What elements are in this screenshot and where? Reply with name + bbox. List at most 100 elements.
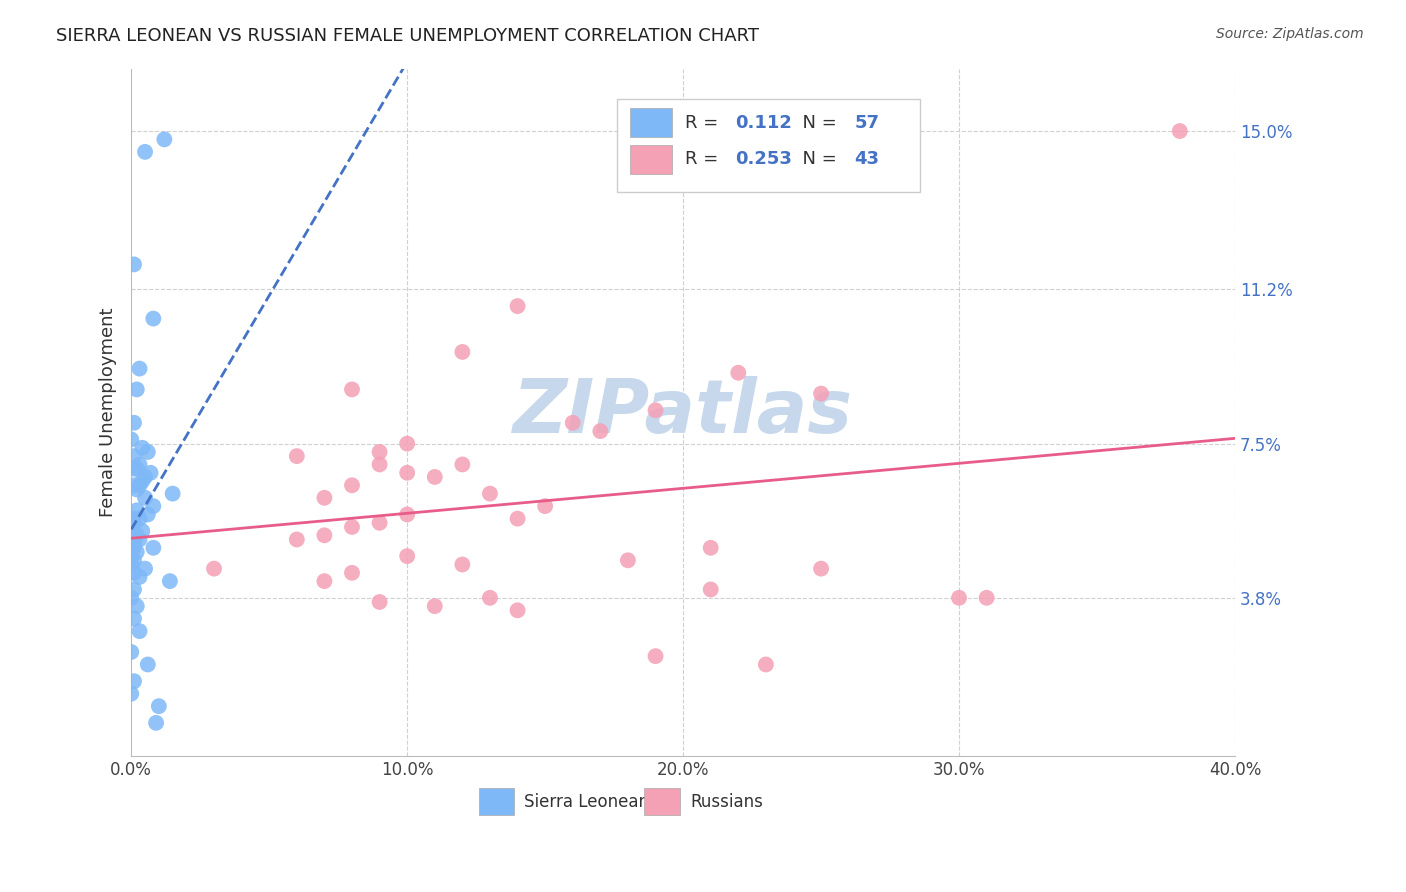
Point (589, 424, 612, 438)
Point (145, 715, 167, 730)
Point (478, 486, 501, 500)
Point (340, 566, 363, 580)
Point (727, 366, 749, 380)
Point (128, 511, 150, 525)
Point (122, 541, 145, 555)
Point (125, 545, 148, 559)
Point (122, 674, 145, 689)
Point (148, 699, 170, 714)
Y-axis label: Female Unemployment: Female Unemployment (100, 308, 117, 517)
Point (396, 508, 419, 522)
Point (122, 553, 145, 567)
Point (136, 657, 159, 672)
Point (368, 445, 391, 459)
Point (153, 132, 176, 146)
Point (120, 520, 142, 534)
Point (120, 433, 142, 447)
Point (125, 599, 148, 614)
Point (125, 503, 148, 517)
Point (478, 591, 501, 605)
Point (134, 470, 156, 484)
Point (131, 524, 153, 538)
Text: R =: R = (685, 114, 730, 132)
Point (314, 491, 336, 505)
Point (534, 499, 557, 513)
Point (644, 649, 666, 664)
Point (139, 466, 162, 480)
Point (314, 528, 336, 542)
Point (699, 541, 721, 555)
Point (134, 491, 156, 505)
FancyBboxPatch shape (617, 100, 921, 193)
Text: 0.112: 0.112 (735, 114, 792, 132)
Point (128, 458, 150, 472)
Point (142, 541, 165, 555)
Point (699, 582, 721, 597)
Text: 43: 43 (855, 150, 879, 169)
Point (948, 591, 970, 605)
Point (125, 483, 148, 497)
Point (128, 624, 150, 639)
FancyBboxPatch shape (644, 789, 679, 814)
Point (125, 383, 148, 397)
Point (285, 533, 308, 547)
Point (134, 145, 156, 159)
Point (340, 478, 363, 492)
Point (451, 345, 474, 359)
Point (131, 441, 153, 455)
Point (122, 511, 145, 525)
Text: N =: N = (792, 150, 842, 169)
Point (340, 520, 363, 534)
Point (810, 386, 832, 401)
Point (285, 449, 308, 463)
Point (561, 416, 583, 430)
Point (120, 516, 142, 530)
Point (340, 383, 363, 397)
Point (122, 566, 145, 580)
Point (120, 645, 142, 659)
Point (120, 541, 142, 555)
Point (1168, 124, 1191, 138)
Point (142, 499, 165, 513)
Point (120, 516, 142, 530)
Point (202, 561, 225, 575)
Text: Russians: Russians (690, 793, 763, 811)
Point (122, 257, 145, 271)
Text: 0.253: 0.253 (735, 150, 792, 169)
Point (506, 511, 529, 525)
Point (423, 470, 446, 484)
Point (368, 458, 391, 472)
Point (142, 311, 165, 326)
Point (134, 561, 156, 575)
Point (120, 549, 142, 563)
Point (159, 574, 181, 589)
Point (423, 599, 446, 614)
Point (128, 478, 150, 492)
Point (396, 549, 419, 563)
FancyBboxPatch shape (479, 789, 515, 814)
Point (451, 458, 474, 472)
Point (162, 486, 184, 500)
Text: Source: ZipAtlas.com: Source: ZipAtlas.com (1216, 27, 1364, 41)
FancyBboxPatch shape (630, 109, 672, 137)
Point (506, 299, 529, 313)
Point (136, 508, 159, 522)
Point (120, 591, 142, 605)
Text: N =: N = (792, 114, 842, 132)
Point (122, 612, 145, 626)
Point (506, 603, 529, 617)
Point (122, 536, 145, 550)
Point (128, 570, 150, 584)
Point (122, 478, 145, 492)
Point (122, 416, 145, 430)
Text: SIERRA LEONEAN VS RUSSIAN FEMALE UNEMPLOYMENT CORRELATION CHART: SIERRA LEONEAN VS RUSSIAN FEMALE UNEMPLO… (56, 27, 759, 45)
Point (976, 591, 998, 605)
Point (368, 595, 391, 609)
Point (451, 558, 474, 572)
Point (810, 561, 832, 575)
Point (368, 516, 391, 530)
Point (120, 687, 142, 701)
Point (396, 436, 419, 450)
Point (125, 461, 148, 475)
Point (122, 449, 145, 463)
